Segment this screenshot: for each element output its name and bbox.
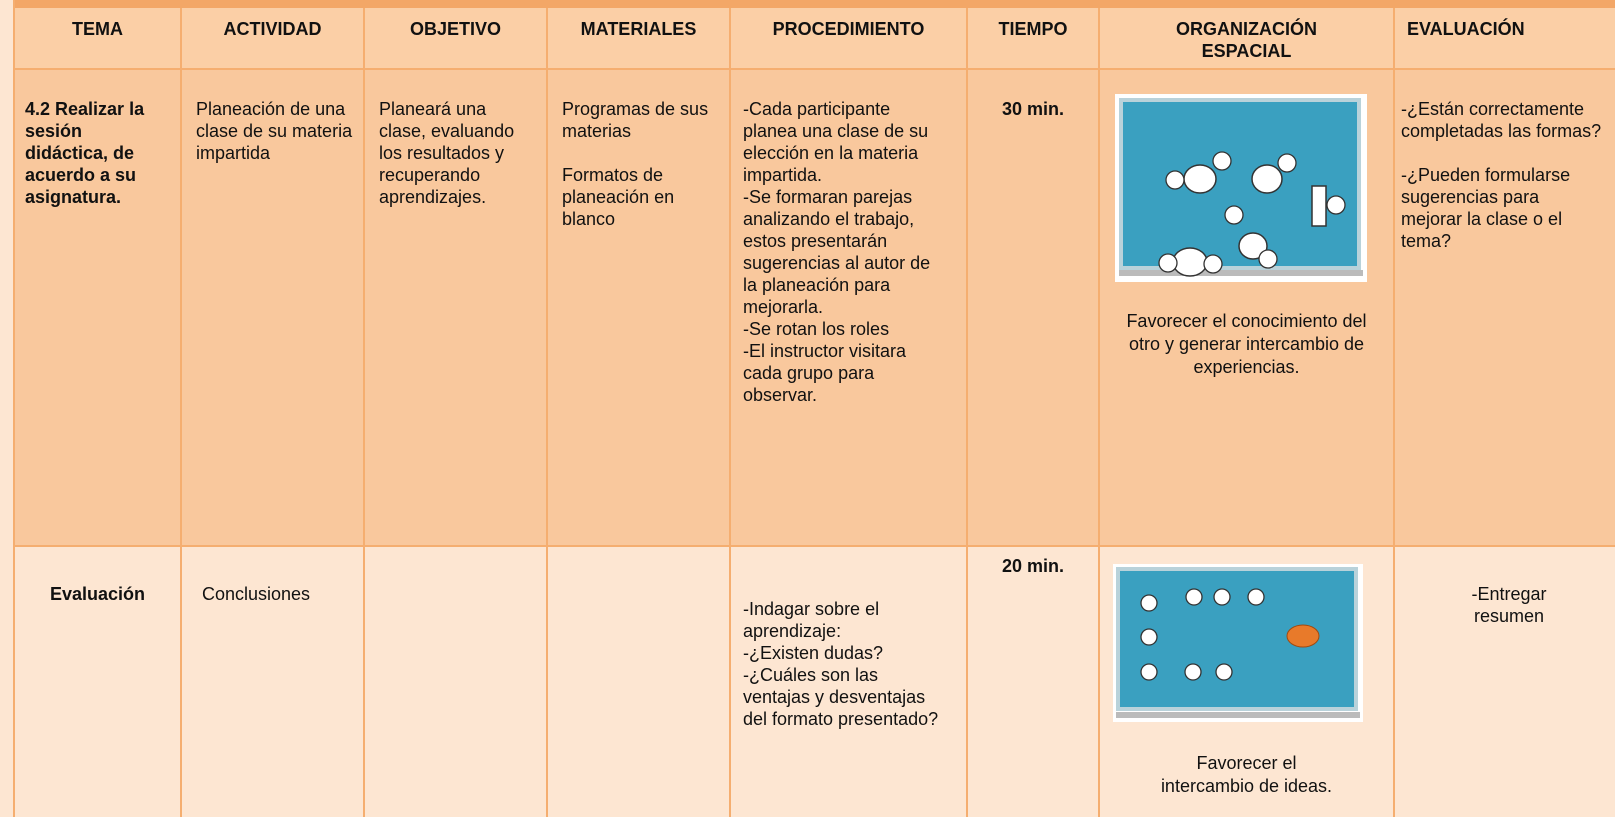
- header-cell: PROCEDIMIENTO: [731, 8, 968, 70]
- cell-text: Formatos de planeación en blanco: [562, 165, 675, 229]
- top-strip: [0, 0, 1615, 8]
- header-cell: TIEMPO: [968, 8, 1100, 70]
- cell-text: Planeará una clase, evaluando los result…: [379, 99, 515, 207]
- header-cell: ORGANIZACIÓN ESPACIAL: [1100, 8, 1395, 70]
- cell: -¿Están correctamente completadas las fo…: [1395, 70, 1615, 547]
- cell-text: -¿Están correctamente completadas las fo…: [1401, 99, 1602, 141]
- cell: Conclusiones: [182, 547, 365, 817]
- cell: Evaluación: [15, 547, 182, 817]
- cell-text: -¿Existen dudas?: [743, 643, 884, 663]
- cell-text: 30 min.: [1001, 99, 1065, 119]
- cell: -Entregar resumen: [1395, 547, 1615, 817]
- cell-text: -Se formaran parejas analizando el traba…: [743, 187, 931, 317]
- header-text: ORGANIZACIÓN ESPACIAL: [1176, 19, 1317, 61]
- cell: Favorecer el intercambio de ideas.: [1100, 547, 1395, 817]
- cell-text: -¿Pueden formularse sugerencias para mej…: [1401, 165, 1571, 251]
- header-text: PROCEDIMIENTO: [772, 19, 925, 39]
- cell: [365, 547, 548, 817]
- header-text: MATERIALES: [580, 19, 697, 39]
- caption: Favorecer el conocimiento del otro y gen…: [1126, 311, 1367, 377]
- header-cell: ACTIVIDAD: [182, 8, 365, 70]
- cell-text: Conclusiones: [202, 584, 311, 604]
- cell-text: 4.2 Realizar la sesión didáctica, de acu…: [25, 99, 145, 207]
- seating-diagram: [1113, 564, 1363, 722]
- header-text: ACTIVIDAD: [223, 19, 322, 39]
- header-cell: MATERIALES: [548, 8, 731, 70]
- cell-text: -Indagar sobre el aprendizaje:: [743, 599, 880, 641]
- cell-text: -Cada participante planea una clase de s…: [743, 99, 929, 185]
- cell: 20 min.: [968, 547, 1100, 817]
- cell: 30 min.: [968, 70, 1100, 547]
- header-cell: EVALUACIÓN: [1395, 8, 1615, 70]
- cell: 4.2 Realizar la sesión didáctica, de acu…: [15, 70, 182, 547]
- header-text: TIEMPO: [998, 19, 1068, 39]
- cell-text: 20 min.: [1001, 556, 1065, 576]
- caption: Favorecer el intercambio de ideas.: [1160, 753, 1333, 796]
- cell: [548, 547, 731, 817]
- cell: Planeación de una clase de su materia im…: [182, 70, 365, 547]
- cell-text: -¿Cuáles son las ventajas y desventajas …: [743, 665, 939, 729]
- cell: Favorecer el conocimiento del otro y gen…: [1100, 70, 1395, 547]
- left-margin: [0, 0, 15, 817]
- cell-text: Programas de sus materias: [562, 99, 709, 141]
- cell: -Cada participante planea una clase de s…: [731, 70, 968, 547]
- header-text: EVALUACIÓN: [1407, 19, 1525, 39]
- header-cell: OBJETIVO: [365, 8, 548, 70]
- cell-text: -Se rotan los roles: [743, 319, 890, 339]
- cell-text: -Entregar resumen: [1471, 584, 1547, 626]
- cell: -Indagar sobre el aprendizaje: -¿Existen …: [731, 547, 968, 817]
- header-cell: TEMA: [15, 8, 182, 70]
- header-text: OBJETIVO: [409, 19, 502, 39]
- cell: Planeará una clase, evaluando los result…: [365, 70, 548, 547]
- cell-text: Planeación de una clase de su materia im…: [196, 99, 353, 163]
- seating-diagram: [1115, 94, 1367, 282]
- cell-text: -El instructor visitara cada grupo para …: [743, 341, 907, 405]
- cell: Programas de sus materias Formatos de pla…: [548, 70, 731, 547]
- cell-text: Evaluación: [49, 584, 146, 604]
- header-text: TEMA: [72, 19, 123, 39]
